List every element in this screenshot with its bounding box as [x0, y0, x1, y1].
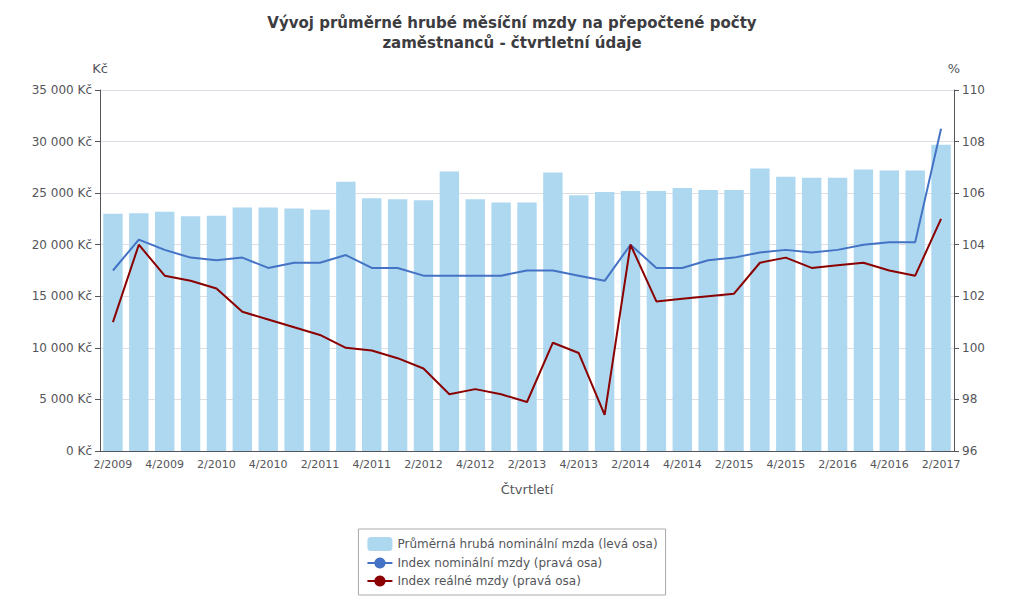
- svg-text:4/2013: 4/2013: [559, 458, 598, 471]
- svg-text:4/2012: 4/2012: [456, 458, 495, 471]
- svg-text:Index reálné mzdy (pravá osa): Index reálné mzdy (pravá osa): [397, 574, 580, 588]
- svg-text:4/2011: 4/2011: [352, 458, 391, 471]
- svg-text:108: 108: [962, 135, 985, 149]
- svg-text:Index nominální mzdy (pravá os: Index nominální mzdy (pravá osa): [397, 556, 602, 570]
- svg-text:110: 110: [962, 83, 985, 97]
- svg-text:Kč: Kč: [92, 61, 108, 76]
- svg-text:4/2014: 4/2014: [663, 458, 702, 471]
- svg-text:2/2009: 2/2009: [94, 458, 133, 471]
- svg-text:2/2017: 2/2017: [922, 458, 961, 471]
- svg-text:2/2011: 2/2011: [301, 458, 340, 471]
- svg-text:30 000 Kč: 30 000 Kč: [32, 135, 92, 149]
- svg-text:15 000 Kč: 15 000 Kč: [32, 289, 92, 303]
- svg-text:104: 104: [962, 238, 985, 252]
- svg-text:4/2009: 4/2009: [145, 458, 184, 471]
- svg-text:2/2010: 2/2010: [197, 458, 236, 471]
- svg-text:35 000 Kč: 35 000 Kč: [32, 83, 92, 97]
- svg-text:zaměstnanců - čtvrtletní údaje: zaměstnanců - čtvrtletní údaje: [382, 34, 641, 52]
- svg-text:106: 106: [962, 186, 985, 200]
- svg-text:102: 102: [962, 289, 985, 303]
- svg-text:5 000 Kč: 5 000 Kč: [39, 392, 92, 406]
- svg-text:4/2015: 4/2015: [766, 458, 805, 471]
- svg-text:4/2010: 4/2010: [249, 458, 288, 471]
- svg-text:100: 100: [962, 341, 985, 355]
- svg-text:10 000 Kč: 10 000 Kč: [32, 341, 92, 355]
- svg-text:2/2012: 2/2012: [404, 458, 443, 471]
- svg-text:20 000 Kč: 20 000 Kč: [32, 238, 92, 252]
- svg-text:Průměrná hrubá nominální mzda: Průměrná hrubá nominální mzda (levá osa): [397, 537, 657, 551]
- svg-text:96: 96: [962, 444, 977, 458]
- svg-text:%: %: [948, 61, 960, 76]
- svg-text:2/2014: 2/2014: [611, 458, 650, 471]
- svg-text:Čtvrtletí: Čtvrtletí: [501, 482, 554, 497]
- svg-text:2/2015: 2/2015: [715, 458, 754, 471]
- svg-text:Vývoj průměrné hrubé měsíční m: Vývoj průměrné hrubé měsíční mzdy na pře…: [267, 14, 757, 32]
- svg-text:98: 98: [962, 392, 977, 406]
- svg-text:2/2013: 2/2013: [508, 458, 547, 471]
- svg-text:25 000 Kč: 25 000 Kč: [32, 186, 92, 200]
- svg-text:0 Kč: 0 Kč: [66, 444, 92, 458]
- svg-text:2/2016: 2/2016: [818, 458, 857, 471]
- svg-text:4/2016: 4/2016: [870, 458, 909, 471]
